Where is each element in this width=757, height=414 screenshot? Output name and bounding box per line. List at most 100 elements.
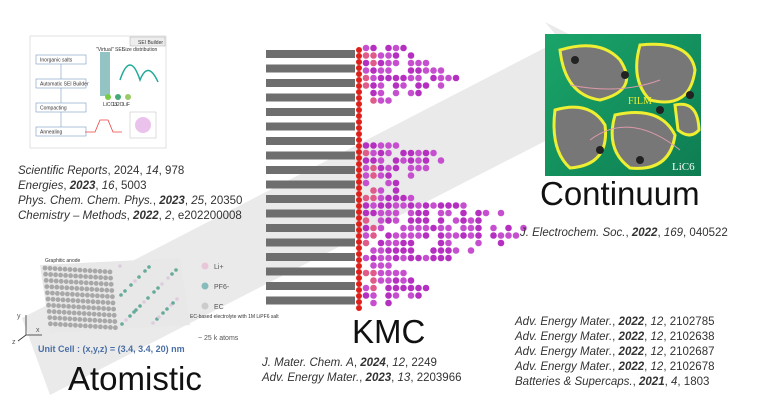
sei-dot (377, 157, 385, 164)
sei-dot (370, 254, 377, 262)
atom (60, 297, 66, 303)
atom (83, 280, 89, 286)
sei-dot (377, 262, 385, 269)
sei-red (356, 131, 362, 137)
species-label: LiF (123, 102, 130, 108)
sei-dot (377, 67, 385, 74)
sei-dot (392, 164, 400, 172)
sei-dot (392, 209, 400, 217)
atom (66, 304, 71, 309)
reference-part: , (153, 195, 159, 207)
reference-part: J. Electrochem. Soc. (519, 227, 625, 239)
molecule (160, 282, 164, 286)
sei-dot (422, 164, 430, 172)
atom (78, 323, 83, 328)
molecule (120, 322, 124, 326)
species-dot (125, 94, 131, 100)
reference-part: 2022 (618, 361, 645, 373)
reference-part: Adv. Energy Mater. (514, 361, 612, 373)
sei-red (356, 293, 362, 299)
atom (101, 312, 107, 318)
reference-part: , e202200008 (171, 210, 241, 222)
sei-dot (370, 52, 377, 59)
reference-part: , (95, 180, 101, 192)
sei-dot (392, 217, 400, 224)
atom (86, 311, 92, 317)
atom (111, 312, 117, 318)
sei-red (356, 209, 362, 215)
reference-part: , (354, 357, 360, 369)
sei-dot (497, 232, 505, 239)
sei-dot (422, 209, 430, 217)
sei-dot (460, 232, 467, 239)
atom (102, 269, 108, 274)
atom (46, 302, 51, 308)
atom (101, 306, 106, 311)
atom (93, 274, 98, 280)
sei-dot (407, 217, 415, 224)
sei-red (356, 239, 362, 245)
graphite-layer (266, 282, 355, 290)
sei-red (356, 275, 362, 281)
atom (48, 272, 53, 277)
molecule (157, 315, 161, 319)
sei-dot (407, 239, 415, 247)
atom (90, 299, 96, 305)
axis-y: y (17, 313, 21, 320)
sei-dot (437, 82, 445, 89)
sei-dot (385, 52, 392, 59)
sei-dot (400, 254, 407, 262)
sei-red (356, 107, 362, 113)
atom (75, 292, 80, 297)
sei-red (356, 221, 362, 227)
electrode-label: LiC6 (672, 161, 695, 173)
sei-dot (475, 232, 482, 239)
atom (54, 284, 60, 290)
sei-dot (377, 202, 385, 209)
atom (85, 292, 90, 298)
graphite-layer (266, 50, 355, 58)
atom (69, 285, 75, 291)
atom (57, 266, 63, 272)
sei-red (356, 263, 362, 269)
sei-dot (422, 59, 430, 67)
atomistic-label: Atomistic (68, 360, 202, 397)
reference: Chemistry – Methods, 2022, 2, e202200008 (18, 210, 242, 222)
sei-dot (445, 247, 452, 254)
sei-red (356, 251, 362, 257)
atom (82, 317, 88, 323)
sei-dot (415, 202, 422, 209)
size-distribution: Size distribution (122, 47, 158, 53)
reference-part: , (185, 195, 191, 207)
atom (110, 294, 115, 300)
atom (57, 315, 63, 321)
atom (93, 281, 99, 286)
reference-part: 2023 (158, 195, 185, 207)
sei-dot (415, 209, 422, 217)
sei-dot (467, 224, 475, 232)
sei-dot (392, 247, 400, 254)
reference-part: 2024 (359, 357, 386, 369)
sei-dot (407, 74, 415, 82)
sei-dot (392, 284, 400, 292)
sei-dot (460, 202, 467, 209)
sei-dot (362, 149, 370, 157)
sei-dot (392, 82, 400, 89)
atom (65, 297, 71, 303)
reference-part: , (612, 346, 618, 358)
sei-dot (415, 149, 422, 157)
reference-part: , (63, 180, 69, 192)
sei-dot (385, 217, 392, 224)
atom (103, 324, 108, 330)
atom (77, 317, 83, 322)
legend-icon (201, 302, 209, 310)
atom (63, 322, 68, 328)
reference-part: , (644, 331, 650, 343)
species-label: LiCO3 (103, 102, 117, 108)
atom (45, 296, 51, 302)
sei-dot (377, 277, 385, 284)
reference-part: 25 (190, 195, 204, 207)
atom (73, 322, 78, 328)
molecule (143, 269, 147, 273)
graphite-layer (266, 296, 355, 305)
